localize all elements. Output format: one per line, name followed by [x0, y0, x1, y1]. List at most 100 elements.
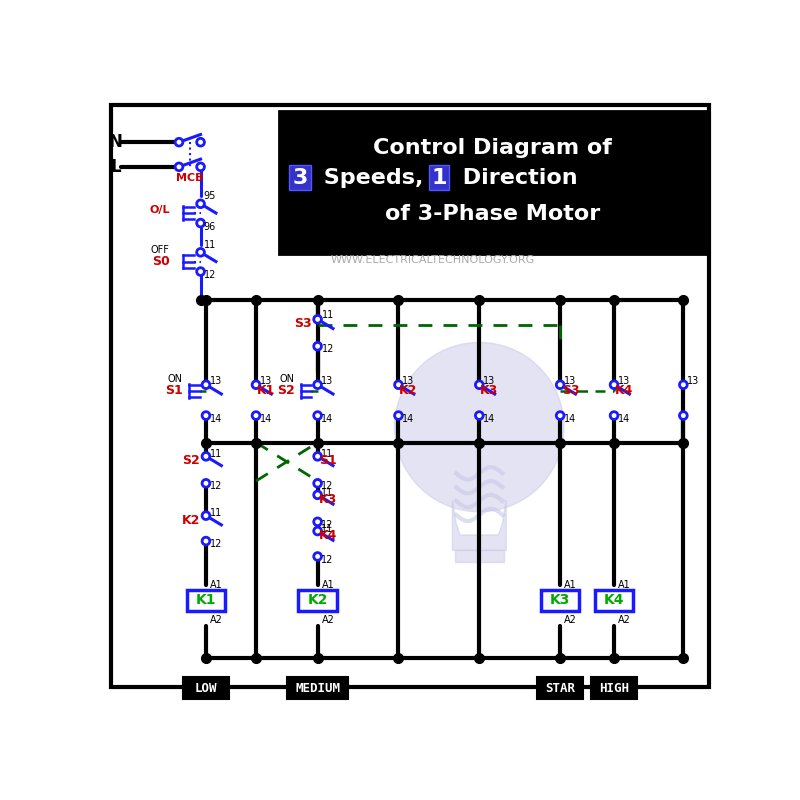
Text: MEDIUM: MEDIUM	[295, 682, 340, 695]
Circle shape	[610, 412, 618, 419]
Circle shape	[314, 491, 322, 498]
Circle shape	[252, 412, 260, 419]
FancyBboxPatch shape	[594, 590, 634, 611]
Text: WWW.ELECTRICALTECHNOLOGY.ORG: WWW.ELECTRICALTECHNOLOGY.ORG	[331, 255, 535, 265]
Circle shape	[197, 249, 205, 256]
Text: 14: 14	[402, 414, 414, 424]
Text: S3: S3	[562, 385, 579, 398]
Text: 3: 3	[292, 168, 307, 188]
Text: of 3-Phase Motor: of 3-Phase Motor	[385, 204, 600, 224]
Circle shape	[197, 268, 205, 275]
FancyBboxPatch shape	[183, 678, 229, 699]
Circle shape	[556, 381, 564, 389]
Text: S0: S0	[152, 255, 170, 268]
Text: S2: S2	[182, 454, 200, 467]
FancyBboxPatch shape	[298, 590, 337, 611]
Circle shape	[314, 518, 322, 526]
Circle shape	[394, 381, 402, 389]
Text: 12: 12	[322, 554, 334, 565]
Circle shape	[202, 381, 210, 389]
Text: Control Diagram of: Control Diagram of	[373, 138, 612, 158]
Text: 13: 13	[210, 376, 222, 386]
Text: K2: K2	[307, 594, 328, 607]
Circle shape	[202, 453, 210, 460]
Text: O/L: O/L	[150, 205, 170, 215]
Text: 13: 13	[483, 376, 495, 386]
Text: 95: 95	[204, 191, 216, 201]
Circle shape	[679, 412, 687, 419]
Text: L: L	[110, 158, 121, 176]
Text: 13: 13	[322, 376, 334, 386]
Text: K2: K2	[182, 514, 200, 526]
FancyBboxPatch shape	[430, 166, 450, 190]
Text: S1: S1	[319, 454, 337, 467]
Text: 11: 11	[210, 449, 222, 459]
FancyBboxPatch shape	[541, 590, 579, 611]
Text: A2: A2	[210, 614, 222, 625]
Polygon shape	[394, 342, 564, 512]
Text: K1: K1	[257, 385, 275, 398]
Circle shape	[197, 138, 205, 146]
Text: 11: 11	[210, 508, 222, 518]
Text: 12: 12	[322, 344, 334, 354]
FancyBboxPatch shape	[537, 678, 583, 699]
Text: ON: ON	[279, 374, 294, 383]
Text: 1: 1	[431, 168, 447, 188]
Text: K3: K3	[480, 385, 498, 398]
FancyBboxPatch shape	[287, 678, 349, 699]
Circle shape	[175, 163, 183, 170]
Circle shape	[202, 479, 210, 487]
Text: K3: K3	[318, 493, 337, 506]
Text: 14: 14	[322, 414, 334, 424]
Text: K4: K4	[615, 385, 634, 398]
Text: 11: 11	[322, 449, 334, 459]
Text: K4: K4	[318, 529, 337, 542]
Text: K3: K3	[550, 594, 570, 607]
Circle shape	[314, 315, 322, 323]
Circle shape	[475, 412, 483, 419]
FancyBboxPatch shape	[289, 166, 310, 190]
Text: LOW: LOW	[194, 682, 218, 695]
Circle shape	[314, 381, 322, 389]
Text: 14: 14	[260, 414, 272, 424]
Circle shape	[314, 553, 322, 560]
Circle shape	[556, 412, 564, 419]
Text: A1: A1	[210, 580, 222, 590]
Text: STAR: STAR	[545, 682, 575, 695]
Text: MCB: MCB	[176, 174, 203, 183]
Text: A1: A1	[564, 580, 577, 590]
Text: A2: A2	[618, 614, 630, 625]
Text: 96: 96	[204, 222, 216, 232]
Text: 13: 13	[564, 376, 576, 386]
Polygon shape	[454, 550, 504, 562]
Text: 14: 14	[210, 414, 222, 424]
Circle shape	[202, 538, 210, 545]
Circle shape	[314, 527, 322, 535]
Circle shape	[314, 479, 322, 487]
FancyBboxPatch shape	[111, 106, 709, 687]
Text: 11: 11	[322, 487, 334, 498]
Text: HIGH: HIGH	[599, 682, 629, 695]
Text: 14: 14	[483, 414, 495, 424]
Circle shape	[197, 219, 205, 227]
Text: A2: A2	[322, 614, 334, 625]
Text: K2: K2	[399, 385, 418, 398]
Text: 11: 11	[322, 524, 334, 534]
Text: Speeds,: Speeds,	[316, 168, 423, 188]
Text: Direction: Direction	[454, 168, 578, 188]
Circle shape	[314, 412, 322, 419]
Circle shape	[197, 163, 205, 170]
Circle shape	[197, 200, 205, 208]
Circle shape	[202, 512, 210, 519]
Text: 11: 11	[322, 310, 334, 321]
Text: 12: 12	[322, 520, 334, 530]
Text: 14: 14	[564, 414, 576, 424]
Text: S3: S3	[294, 317, 311, 330]
Circle shape	[314, 342, 322, 350]
Text: 13: 13	[402, 376, 414, 386]
Circle shape	[314, 453, 322, 460]
Text: 12: 12	[210, 539, 222, 549]
Text: 12: 12	[204, 270, 216, 280]
Text: OFF: OFF	[151, 245, 170, 255]
Polygon shape	[452, 500, 506, 550]
